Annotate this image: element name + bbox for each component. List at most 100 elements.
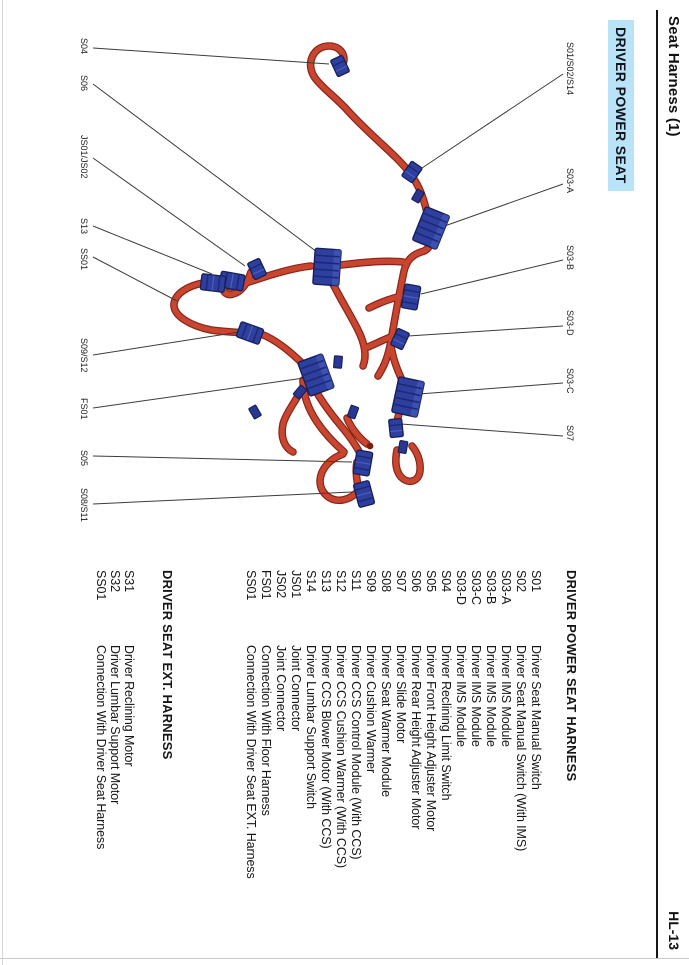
- table-row: S06 Driver Rear Height Adjuster Motor: [408, 570, 423, 962]
- part-desc: Driver Lumbar Support Switch: [304, 645, 318, 809]
- table-row: SS01 Connection With Driver Seat Harness: [94, 570, 108, 962]
- part-desc: Driver IMS Module: [469, 645, 483, 747]
- diagram-label-js01-js02: JS01/JS02: [79, 135, 89, 179]
- ext-list-heading: DRIVER SEAT EXT. HARNESS: [160, 570, 175, 760]
- table-row: S31 Driver Reclining Motor: [122, 570, 136, 962]
- part-code: JS01: [289, 570, 303, 599]
- part-code: S13: [319, 570, 333, 592]
- part-desc: Connection With Floor Harness: [259, 645, 273, 816]
- table-row: JS01 Joint Connector: [288, 570, 303, 962]
- part-code: SS01: [244, 570, 258, 601]
- diagram-label-s04: S04: [79, 38, 89, 55]
- table-row: S05 Driver Front Height Adjuster Motor: [423, 570, 438, 962]
- connectors: [199, 54, 451, 509]
- part-code: S02: [514, 570, 528, 592]
- table-row: S02 Driver Seat Manual Switch (With IMS): [513, 570, 528, 962]
- part-desc: Driver CCS Control Module (With CCS): [349, 645, 363, 860]
- diagram-label-s01-s02-s14: S01/S02/S14: [565, 42, 575, 96]
- part-code: S03-B: [484, 570, 498, 605]
- part-code: S03-D: [454, 570, 468, 605]
- diagram-label-s08-s11: S08/S11: [79, 488, 89, 522]
- table-row: S13 Driver CCS Blower Motor (With CCS): [318, 570, 333, 962]
- table-row: S04 Driver Reclining Limit Switch: [438, 570, 453, 962]
- part-desc: Driver Front Height Adjuster Motor: [424, 645, 438, 832]
- diagram-label-ss01: SS01: [79, 248, 89, 271]
- part-code: S06: [409, 570, 423, 592]
- part-code: JS02: [274, 570, 288, 599]
- connector-s03b: [400, 283, 422, 311]
- part-code: S31: [122, 570, 136, 592]
- connector-s03a: [411, 205, 451, 251]
- diagram-label-s09-s12: S09/S12: [79, 338, 89, 373]
- part-code: S09: [364, 570, 378, 592]
- part-desc: Driver Slide Motor: [394, 645, 408, 744]
- table-row: FS01 Connection With Floor Harness: [258, 570, 273, 962]
- table-row: S12 Driver CCS Cushion Warmer (With CCS): [333, 570, 348, 962]
- table-row: S14 Driver Lumbar Support Switch: [303, 570, 318, 962]
- part-desc: Driver IMS Module: [499, 645, 513, 747]
- table-row: S03-A Driver IMS Module: [498, 570, 513, 962]
- diagram-label-s03c: S03-C: [565, 368, 575, 394]
- table-row: S01 Driver Seat Manual Switch: [528, 570, 543, 962]
- part-desc: Joint Connector: [274, 645, 288, 732]
- table-row: SS01 Connection With Driver Seat EXT. Har…: [243, 570, 258, 962]
- table-row: S07 Driver Slide Motor: [393, 570, 408, 962]
- diagram-label-s05: S05: [79, 450, 89, 467]
- connector-js02: [199, 272, 227, 294]
- connector-s03c: [390, 375, 426, 419]
- part-desc: Connection With Driver Seat Harness: [94, 645, 108, 850]
- connector-s09-s12: [235, 320, 265, 346]
- table-row: S32 Driver Lumbar Support Motor: [108, 570, 122, 962]
- connector-s06: [311, 247, 343, 287]
- part-desc: Driver Reclining Motor: [122, 645, 136, 767]
- connector-s08-s11: [352, 479, 376, 509]
- part-code: S01: [529, 570, 543, 592]
- part-code: S12: [334, 570, 348, 592]
- table-row: S09 Driver Cushion Warmer: [363, 570, 378, 962]
- diagram-label-s07: S07: [565, 425, 575, 442]
- table-row: S08 Driver Seat Warmer Module: [378, 570, 393, 962]
- table-row: S03-C Driver IMS Module: [468, 570, 483, 962]
- parts-list-heading: DRIVER POWER SEAT HARNESS: [564, 570, 579, 782]
- diagram-label-s13: S13: [79, 218, 89, 235]
- part-desc: Driver Seat Manual Switch: [529, 645, 543, 790]
- table-row: JS02 Joint Connector: [273, 570, 288, 962]
- wire-end-cap: [366, 442, 374, 450]
- part-desc: Driver Seat Warmer Module: [379, 645, 393, 797]
- part-code: S03-C: [469, 570, 483, 605]
- part-desc: Driver IMS Module: [484, 645, 498, 747]
- diagram-label-fs01: FS01: [79, 398, 89, 420]
- part-code: S03-A: [499, 570, 513, 605]
- table-row: S11 Driver CCS Control Module (With CCS): [348, 570, 363, 962]
- connector-s05: [352, 449, 374, 477]
- diagram-label-s03a: S03-A: [565, 168, 575, 194]
- part-desc: Driver Seat Manual Switch (With IMS): [514, 645, 528, 852]
- part-desc: Driver Reclining Limit Switch: [439, 645, 453, 801]
- diagram-label-s03d: S03-D: [565, 310, 575, 336]
- part-desc: Driver CCS Cushion Warmer (With CCS): [334, 645, 348, 869]
- part-code: S14: [304, 570, 318, 592]
- table-row: S03-B Driver IMS Module: [483, 570, 498, 962]
- part-desc: Connection With Driver Seat EXT. Harness: [244, 645, 258, 879]
- part-desc: Driver Cushion Warmer: [364, 645, 378, 774]
- leader-lines: [92, 47, 564, 505]
- wire-clip-4: [332, 355, 344, 369]
- part-code: S07: [394, 570, 408, 592]
- part-code: FS01: [259, 570, 273, 600]
- wire-clip-3: [346, 404, 360, 420]
- part-code: S08: [379, 570, 393, 592]
- wire-clip-2: [247, 404, 263, 420]
- part-desc: Driver IMS Module: [454, 645, 468, 747]
- part-code: S11: [349, 570, 363, 592]
- part-desc: Driver CCS Blower Motor (With CCS): [319, 645, 333, 849]
- part-code: SS01: [94, 570, 108, 601]
- part-code: S32: [108, 570, 122, 592]
- connector-s07: [387, 417, 405, 439]
- part-code: S04: [439, 570, 453, 592]
- ext-harness-list: DRIVER SEAT EXT. HARNESS S31 Driver Recli…: [94, 570, 175, 962]
- diagram-label-s03b: S03-B: [565, 245, 575, 271]
- wire-clip-5: [397, 439, 409, 455]
